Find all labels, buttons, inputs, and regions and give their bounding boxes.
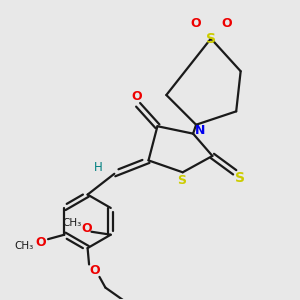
Text: H: H <box>94 161 102 174</box>
Text: O: O <box>89 265 100 278</box>
Text: O: O <box>81 222 92 235</box>
Text: O: O <box>190 16 201 30</box>
Text: O: O <box>35 236 46 249</box>
Text: S: S <box>206 32 216 46</box>
Text: CH₃: CH₃ <box>62 218 82 228</box>
Text: S: S <box>178 174 187 187</box>
Text: CH₃: CH₃ <box>14 241 33 251</box>
Text: O: O <box>221 16 232 30</box>
Text: O: O <box>131 90 142 103</box>
Text: N: N <box>195 124 206 136</box>
Text: S: S <box>235 171 245 185</box>
